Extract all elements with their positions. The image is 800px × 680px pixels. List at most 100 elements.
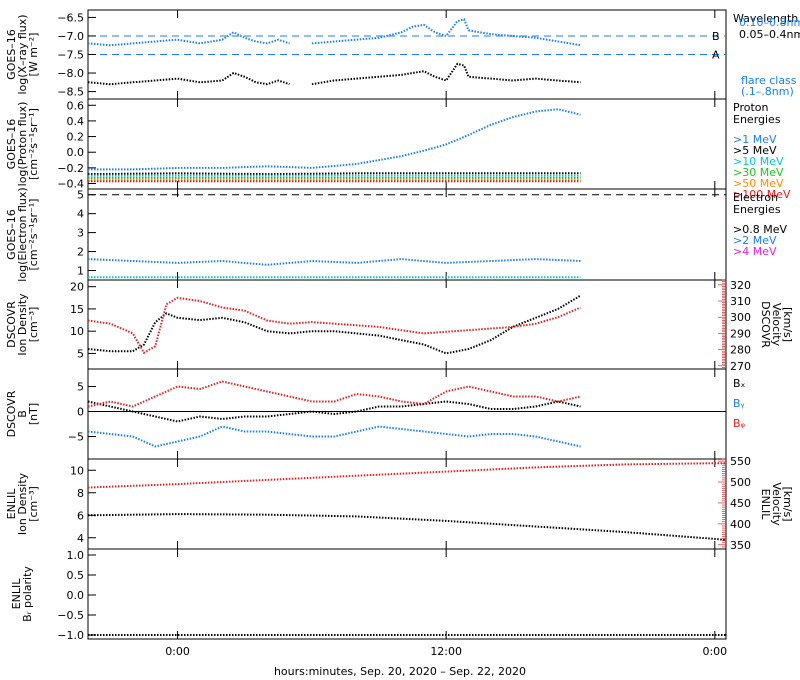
ytick-label-dscovr_density-2: 10 (70, 325, 84, 338)
xtick-label-0: 0:00 (165, 645, 190, 658)
right-tick-label-dscovr_density-2: 300 (730, 311, 751, 324)
series-xray-1 (87, 62, 581, 86)
legend-note-xray-0: flare class (741, 74, 797, 87)
right-tick-label-dscovr_density-5: 270 (730, 360, 751, 373)
panel-frame-dscovr_density (87, 279, 727, 370)
ytick-label-xray-0: −6.5 (57, 11, 84, 24)
series-dscovr_b-2 (87, 380, 581, 408)
legend-proton-2: >10 MeV (733, 155, 784, 168)
legend-electron-0: >0.8 MeV (733, 223, 787, 236)
legend-proton-1: >5 MeV (733, 144, 777, 157)
right-tick-label-dscovr_density-4: 280 (730, 344, 751, 357)
right-axis-label-enlil_density-0: ENLIL (759, 489, 772, 521)
ylabel-dscovr_b-0: DSCOVR (5, 390, 18, 437)
ytick-label-enlil_polarity-3: −0.5 (57, 609, 84, 622)
ytick-label-electron-4: 1 (77, 265, 84, 278)
ylabel-proton-2: [cm⁻²s⁻¹sr⁻¹] (27, 108, 40, 180)
ytick-label-enlil_density-3: 4 (77, 532, 84, 545)
legend-title-electron-0: Electron (733, 191, 778, 204)
series-enlil_density-1 (87, 462, 726, 489)
ytick-label-proton-4: −0.2 (57, 162, 84, 175)
ytick-label-electron-1: 4 (77, 208, 84, 221)
ytick-label-xray-1: −7.0 (57, 30, 84, 43)
right-tick-label-enlil_density-3: 400 (730, 518, 751, 531)
ylabel-enlil_density-2: [cm⁻³] (27, 486, 40, 522)
ytick-label-proton-1: 0.4 (67, 115, 85, 128)
right-axis-label-dscovr_density-0: DSCOVR (759, 301, 772, 348)
ytick-label-xray-2: −7.5 (57, 49, 84, 62)
ytick-label-xray-4: −8.5 (57, 86, 84, 99)
legend-dscovr_b-1: Bᵧ (733, 397, 745, 410)
ytick-label-enlil_polarity-2: 0.0 (67, 589, 85, 602)
series-proton-1 (87, 172, 581, 176)
ytick-label-dscovr_density-1: 15 (70, 303, 84, 316)
ytick-label-enlil_density-2: 6 (77, 509, 84, 522)
ylabel-dscovr_density-1: Ion Density (16, 293, 29, 356)
right-axis-label-dscovr_density-2: [km/s] (781, 307, 794, 342)
ylabel-dscovr_density-2: [cm⁻³] (27, 307, 40, 343)
ytick-label-electron-0: 5 (77, 189, 84, 202)
legend-xray-1: 0.05–0.4nm (739, 28, 800, 41)
panel-frame-dscovr_b (87, 368, 727, 460)
ylabel-proton-0: GOES–16 (5, 119, 18, 170)
legend-proton-0: >1 MeV (733, 133, 777, 146)
series-dscovr_b-0 (87, 400, 581, 423)
right-tick-label-enlil_density-1: 500 (730, 476, 751, 489)
series-dscovr_density-0 (87, 294, 582, 355)
ylabel-enlil_density-1: Ion Density (16, 472, 29, 535)
panel-frame-enlil_polarity (87, 548, 727, 640)
legend-note-xray-1: (.1–.8nm) (741, 85, 794, 98)
right-tick-label-enlil_density-4: 350 (730, 539, 751, 552)
legend-proton-4: >50 MeV (733, 177, 784, 190)
ytick-label-xray-3: −8.0 (57, 67, 84, 80)
series-enlil_density-0 (87, 513, 727, 541)
ytick-label-proton-3: 0.0 (67, 146, 85, 159)
right-tick-label-enlil_density-0: 550 (730, 455, 751, 468)
ylabel-dscovr_b-1: B (16, 410, 29, 418)
right-axis-label-enlil_density-2: [km/s] (781, 486, 794, 521)
ylabel-xray-0: GOES–16 (5, 29, 18, 80)
ytick-label-enlil_polarity-4: −1.0 (57, 629, 84, 642)
ytick-label-enlil_polarity-1: 0.5 (67, 569, 85, 582)
legend-proton-5: >100 MeV (733, 188, 791, 201)
ytick-label-enlil_polarity-0: 1.0 (67, 549, 85, 562)
xtick-label-1: 12:00 (430, 645, 462, 658)
ylabel-dscovr_density-0: DSCOVR (5, 301, 18, 348)
ytick-label-dscovr_density-3: 5 (77, 347, 84, 360)
legend-proton-3: >30 MeV (733, 166, 784, 179)
legend-title-electron-1: Energies (733, 203, 781, 216)
legend-dscovr_b-0: Bₓ (733, 377, 746, 390)
series-dscovr_density-1 (87, 296, 581, 355)
ylabel-enlil_polarity-0: ENLIL (10, 578, 23, 610)
ytick-label-dscovr_b-1: 0 (77, 406, 84, 419)
xtick-label-2: 0:00 (702, 645, 727, 658)
right-axis-label-dscovr_density-1: Velocity (770, 303, 783, 347)
panel-frame-electron (87, 188, 727, 281)
ylabel-electron-0: GOES–16 (5, 209, 18, 260)
ylabel-enlil_density-0: ENLIL (5, 488, 18, 520)
ytick-label-electron-3: 2 (77, 246, 84, 259)
ytick-label-enlil_density-1: 8 (77, 487, 84, 500)
legend-title-xray-0: Wavelength (733, 12, 798, 25)
right-tick-label-dscovr_density-1: 310 (730, 295, 751, 308)
right-axis-label-enlil_density-1: Velocity (770, 482, 783, 526)
ylabel-dscovr_b-2: [nT] (27, 403, 40, 425)
ytick-label-dscovr_b-0: 5 (77, 381, 84, 394)
reference-label-xray-1: A (712, 49, 720, 62)
legend-title-proton-0: Proton (733, 101, 768, 114)
ytick-label-proton-0: 0.6 (67, 99, 85, 112)
series-dscovr_b-1 (87, 425, 581, 448)
legend-electron-1: >2 MeV (733, 234, 777, 247)
ytick-label-proton-5: −0.4 (57, 178, 84, 191)
ytick-label-enlil_density-0: 10 (70, 464, 84, 477)
legend-title-proton-1: Energies (733, 113, 781, 126)
ylabel-xray-1: log(X–ray flux) (16, 14, 29, 94)
series-proton-0 (88, 108, 581, 171)
ylabel-enlil_polarity-1: Bᵣ polarity (21, 566, 34, 622)
legend-electron-2: >4 MeV (733, 245, 777, 258)
right-tick-label-dscovr_density-3: 290 (730, 327, 751, 340)
ylabel-proton-1: log(Proton flux) (16, 102, 29, 187)
ytick-label-proton-2: 0.2 (67, 131, 85, 144)
series-xray-0 (87, 18, 581, 47)
